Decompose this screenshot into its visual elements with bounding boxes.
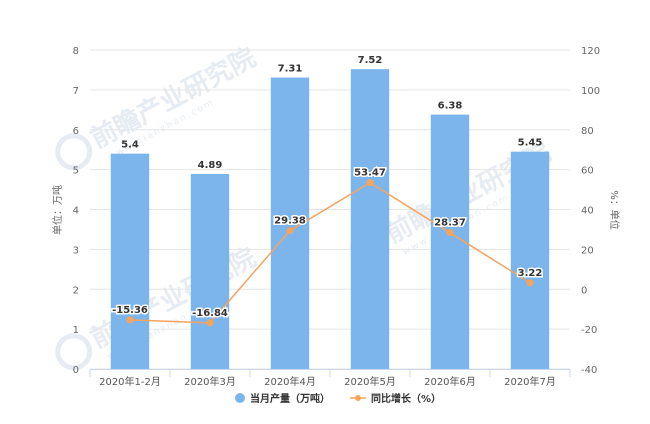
line-point — [126, 316, 134, 324]
y-tick-label: 5 — [73, 166, 79, 177]
y-tick-label: 0 — [73, 365, 79, 376]
line-point — [446, 229, 454, 237]
x-tick-label: 2020年7月 — [504, 375, 556, 388]
x-tick-label: 2020年6月 — [424, 375, 476, 388]
y-tick-label: 4 — [73, 206, 79, 217]
y2-tick-label: -20 — [581, 325, 597, 336]
line-value-label: -16.84 — [192, 308, 228, 319]
y2-tick-label: 0 — [581, 285, 587, 296]
axes: 0 1 2 3 4 5 6 7 8 -40 -20 0 20 40 60 80 100 120 2020年1-2月 2… — [51, 46, 621, 388]
legend-line-dot — [355, 395, 361, 401]
data-labels: 5.4 4.89 7.31 7.52 6.38 5.45 -15.36 -16.84 29.38… — [111, 55, 544, 320]
line-value-label: 28.37 — [434, 218, 466, 229]
y-tick-label: 3 — [73, 245, 79, 256]
x-tick-label: 2020年3月 — [184, 375, 236, 388]
bar-value-label: 4.89 — [198, 160, 223, 171]
y-tick-label: 7 — [73, 86, 79, 97]
y2-tick-label: -40 — [581, 365, 597, 376]
x-tick-label: 2020年5月 — [344, 375, 396, 388]
y2-tick-label: 20 — [581, 245, 594, 256]
y2-tick-label: 40 — [581, 206, 594, 217]
y2-tick-label: 100 — [581, 86, 600, 97]
y-tick-label: 1 — [73, 325, 79, 336]
line-value-label: 53.47 — [354, 168, 386, 179]
y-tick-label: 2 — [73, 285, 79, 296]
bar — [430, 114, 470, 369]
y2-tick-label: 60 — [581, 166, 594, 177]
line-series — [126, 179, 534, 327]
x-tick-label: 2020年1-2月 — [99, 375, 161, 388]
y-tick-label: 8 — [73, 46, 79, 57]
bar-value-label: 7.31 — [278, 64, 303, 75]
y-axis-title: 单位：万吨 — [51, 185, 64, 235]
legend-bar-marker — [235, 393, 245, 403]
watermark-text: 前瞻产业研究院 — [86, 42, 261, 155]
bar — [110, 153, 150, 369]
bar-value-label: 6.38 — [438, 101, 463, 112]
line-point — [206, 319, 214, 327]
bar — [510, 151, 550, 369]
bar-value-label: 5.45 — [518, 138, 543, 149]
bar — [190, 174, 230, 369]
bar-series — [110, 69, 550, 370]
line-value-label: 29.38 — [274, 216, 306, 227]
line-value-label: 3.22 — [518, 268, 543, 279]
y2-tick-label: 120 — [581, 46, 600, 57]
legend: 当月产量（万吨） 同比增长（%） — [235, 392, 441, 405]
watermark-logo — [55, 333, 93, 371]
line-point — [286, 227, 294, 235]
legend-line-label: 同比增长（%） — [371, 392, 441, 405]
line-value-label: -15.36 — [112, 305, 148, 316]
line-path — [129, 181, 531, 324]
x-tick-label: 2020年4月 — [264, 375, 316, 388]
y-tick-label: 6 — [73, 126, 79, 137]
watermark-logo — [55, 133, 93, 171]
y2-tick-label: 80 — [581, 126, 594, 137]
line-point — [366, 179, 374, 187]
line-point — [526, 279, 534, 287]
bar-value-label: 7.52 — [358, 55, 383, 66]
bar — [350, 69, 390, 369]
legend-bar-label: 当月产量（万吨） — [250, 392, 330, 405]
y2-axis-title: %：单位 — [608, 190, 621, 230]
bar-value-label: 5.4 — [121, 140, 139, 151]
